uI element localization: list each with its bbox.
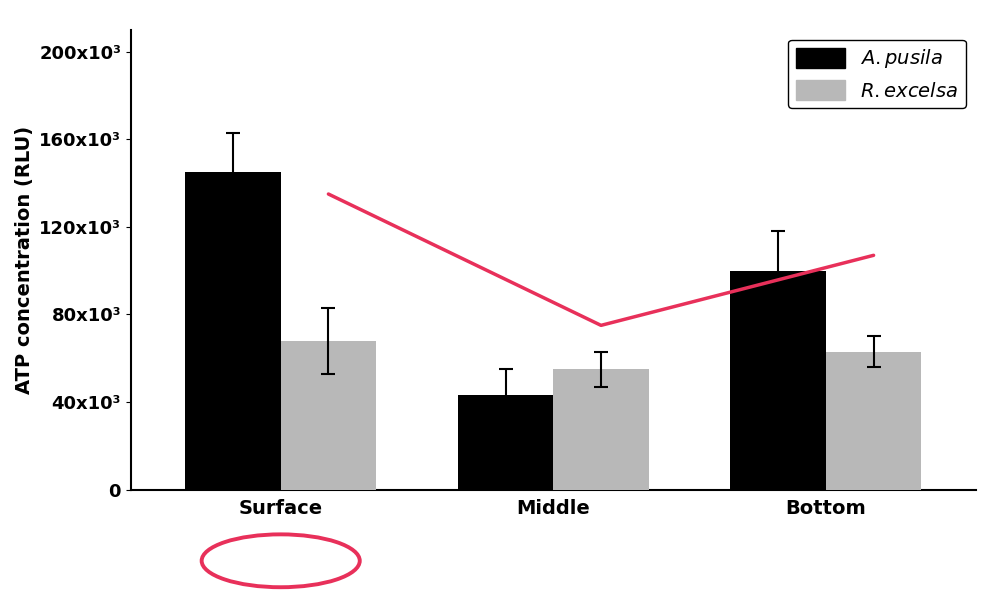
Bar (553, 369, 649, 490)
Bar (458, 395, 553, 490)
Bar (185, 172, 281, 490)
Bar (730, 270, 826, 490)
Bar (281, 341, 376, 490)
Bar (826, 352, 921, 490)
Legend: $\mathit{A. pusila}$, $\mathit{R. excelsa}$: $\mathit{A. pusila}$, $\mathit{R. excels… (789, 39, 966, 109)
Y-axis label: ATP concentration (RLU): ATP concentration (RLU) (15, 125, 33, 394)
